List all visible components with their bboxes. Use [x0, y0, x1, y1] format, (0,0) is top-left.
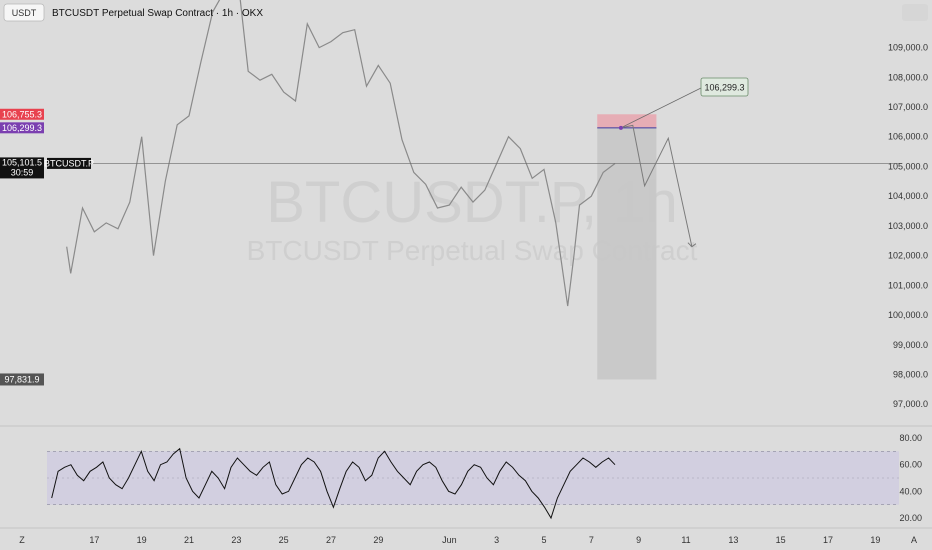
rsi-tick-label: 80.00: [899, 433, 922, 443]
countdown-text: 30:59: [11, 167, 34, 177]
price-tick-label: 97,000.0: [893, 399, 928, 409]
stop-price-text: 106,755.3: [2, 109, 42, 119]
settings-corner[interactable]: [902, 4, 928, 21]
projection-path[interactable]: [620, 124, 693, 247]
target-price-badge: 97,831.9: [0, 373, 44, 386]
price-callout-text: 106,299.3: [704, 83, 744, 93]
price-tick-label: 109,000.0: [888, 43, 928, 53]
rsi-series: [51, 447, 616, 520]
currency-button[interactable]: USDT: [3, 3, 45, 22]
time-tick-label: 17: [823, 535, 833, 545]
time-tick-label: 21: [184, 535, 194, 545]
time-tick-label: 17: [89, 535, 99, 545]
arrow-head-icon: [687, 242, 697, 248]
price-tick-label: 105,000.0: [888, 161, 928, 171]
time-tick-label: 9: [636, 535, 641, 545]
callout-leader: [620, 87, 702, 129]
rsi-tick-label: 40.00: [899, 486, 922, 496]
entry-price-badge: 106,299.3: [0, 122, 44, 134]
time-tick-label: 7: [589, 535, 594, 545]
price-tick-label: 106,000.0: [888, 132, 928, 142]
rsi-axis[interactable]: 80.00 60.00 40.00 20.00: [899, 433, 922, 523]
price-axis-panel[interactable]: [899, 0, 932, 530]
time-tick-label: 27: [326, 535, 336, 545]
last-price-badge: 105,101.5 30:59: [0, 157, 44, 179]
price-tick-label: 103,000.0: [888, 221, 928, 231]
stop-loss-zone[interactable]: [597, 114, 657, 128]
price-tick-label: 101,000.0: [888, 280, 928, 290]
price-tick-label: 104,000.0: [888, 191, 928, 201]
callout-anchor[interactable]: [618, 125, 623, 130]
last-price-text: 105,101.5: [2, 157, 42, 167]
price-callout[interactable]: [700, 77, 749, 97]
price-series: [66, 0, 616, 307]
price-tick-label: 107,000.0: [888, 102, 928, 112]
price-axis[interactable]: 109,000.0 108,000.0 107,000.0 106,000.0 105,…: [888, 43, 928, 410]
chart-title: BTCUSDT Perpetual Swap Contract · 1h · O…: [52, 8, 263, 19]
symbol-label: BTCUSDT.P: [44, 157, 94, 169]
time-tick-label: 15: [776, 535, 786, 545]
currency-button-label: USDT: [12, 8, 37, 18]
time-tick-label: 29: [373, 535, 383, 545]
rsi-tick-label: 20.00: [899, 513, 922, 523]
price-tick-label: 100,000.0: [888, 310, 928, 320]
time-tick-label: 25: [279, 535, 289, 545]
rsi-tick-label: 60.00: [899, 460, 922, 470]
target-price-text: 97,831.9: [4, 374, 39, 384]
time-tick-label: Jun: [442, 535, 457, 545]
time-tick-label: 19: [870, 535, 880, 545]
time-axis-left-corner[interactable]: Z: [19, 535, 25, 545]
time-axis[interactable]: 17 19 21 23 25 27 29 Jun 3 5 7 9 11 13 15 17 19: [89, 535, 880, 545]
symbol-label-text: BTCUSDT.P: [44, 158, 94, 168]
time-tick-label: 19: [137, 535, 147, 545]
price-tick-label: 98,000.0: [893, 369, 928, 379]
price-tick-label: 108,000.0: [888, 72, 928, 82]
time-tick-label: 3: [494, 535, 499, 545]
entry-price-text: 106,299.3: [2, 123, 42, 133]
auto-scale-button[interactable]: A: [911, 535, 917, 545]
time-tick-label: 13: [728, 535, 738, 545]
take-profit-zone[interactable]: [597, 127, 657, 380]
time-tick-label: 23: [231, 535, 241, 545]
price-tick-label: 99,000.0: [893, 340, 928, 350]
price-tick-label: 102,000.0: [888, 251, 928, 261]
stop-price-badge: 106,755.3: [0, 108, 44, 120]
price-pane[interactable]: [47, 0, 899, 425]
time-tick-label: 11: [681, 535, 690, 545]
time-tick-label: 5: [541, 535, 546, 545]
